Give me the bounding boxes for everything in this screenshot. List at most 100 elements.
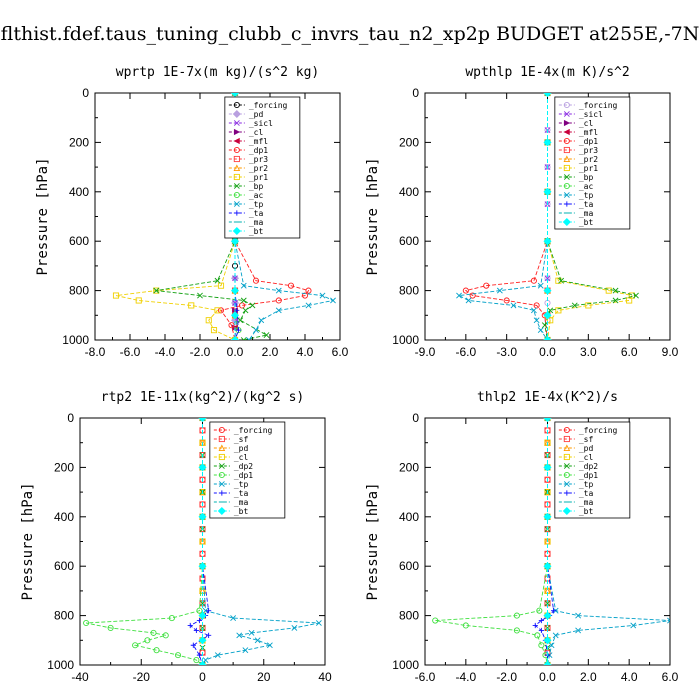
data-point [198,660,207,665]
legend-label: _bt [234,507,249,516]
data-point [456,292,462,299]
legend-label: _sf [579,435,594,444]
y-tick-label: 200 [54,460,74,474]
data-point [530,277,537,284]
y-axis-label: Pressure [hPa] [365,157,381,275]
panels: wprtp 1E-7x(m kg)/(s^2 kg) Pressure [hPa]… [20,65,679,684]
data-point [547,317,554,324]
y-tick-label: 0 [67,411,74,425]
x-tick-label: 0.0 [539,345,556,359]
data-point [266,642,273,649]
data-point [432,617,439,624]
legend-label: _ta [579,489,594,498]
data-point [547,307,554,314]
data-point [240,282,247,289]
x-tick-label: -6.0 [120,345,141,359]
data-point [205,317,212,324]
legend-label: _ta [234,489,249,498]
data-point [230,286,240,295]
y-tick-label: 400 [399,510,419,524]
x-tick-label: 4.0 [621,670,638,684]
data-point [237,317,244,324]
y-axis-label: Pressure [hPa] [20,482,36,600]
data-point [315,620,322,626]
data-point [330,297,336,304]
legend-box [224,96,301,239]
figure-title: flthist.fdef.taus_tuning_clubb_c_invrs_t… [1,23,700,45]
legend-label: _forcing [579,101,618,110]
chart-panel: rtp2 1E-11x(kg^2)/(kg^2 s) Pressure [hPa]… [20,390,332,684]
series-line [86,418,203,665]
y-tick-label: 400 [399,185,419,199]
x-tick-label: 6.0 [662,670,679,684]
legend-marker [233,120,240,126]
data-point [132,642,139,649]
legend-marker [218,471,225,479]
legend-label: _pd [234,444,249,453]
legend-label: _forcing [579,426,618,435]
legend-marker [563,137,570,145]
data-point [538,627,544,634]
y-tick-label: 400 [69,185,89,199]
data-point [544,164,551,171]
y-tick-label: 1000 [392,333,419,347]
data-point [537,327,544,334]
x-tick-label: -4.0 [155,345,176,359]
data-point [198,636,207,645]
legend-label: _pr1 [249,173,268,182]
data-point [543,237,552,246]
legend-label: _bt [249,227,264,236]
legend-label: _forcing [249,101,288,110]
data-point [537,282,544,289]
y-tick-label: 200 [69,135,89,149]
panel-title: wpthlp 1E-4x(m K)/s^2 [465,65,629,80]
data-point [232,300,238,306]
legend-marker [562,217,571,227]
series-group [83,418,322,665]
legend-marker [233,183,240,189]
legend-marker [217,506,226,516]
legend-marker [563,426,570,434]
legend-label: _cl [249,128,264,137]
panel-title: rtp2 1E-11x(kg^2)/(kg^2 s) [101,390,305,405]
legend-label: _pr3 [579,146,598,155]
legend-label: _ma [579,498,594,507]
x-tick-label: -3.0 [496,345,517,359]
y-tick-label: 600 [399,234,419,248]
legend-marker [564,201,570,207]
legend-marker [563,111,570,117]
legend-label: _ma [579,209,594,218]
data-point [538,617,544,624]
legend-marker [563,146,570,154]
data-point [305,287,312,294]
data-point [190,642,196,648]
chart-panel: thlp2 1E-4x(K^2)/s Pressure [hPa] -6.0 -4.0… [365,390,679,684]
legend-marker [218,444,226,452]
data-point [263,332,270,338]
data-point [483,282,490,289]
x-tick-label: 2.0 [262,345,279,359]
data-point [465,297,472,304]
plot-frame [94,92,341,341]
data-point [199,625,206,631]
y-tick-label: 0 [412,411,419,425]
data-point [558,277,565,284]
legend-label: _pr1 [579,164,598,173]
y-tick-label: 600 [54,559,74,573]
legend-label: _mfl [249,137,268,146]
x-tick-label: 0.0 [539,670,556,684]
legend-label: _pr2 [249,164,268,173]
x-tick-label: -40 [71,670,89,684]
legend-marker [233,201,240,207]
y-tick-label: 0 [412,86,419,100]
data-point [633,292,639,299]
legend-marker [563,164,570,172]
data-point [275,307,282,314]
x-tick-label: 20 [257,670,271,684]
data-point [301,292,309,299]
legend-label: _sf [234,435,249,444]
legend-box [554,96,631,230]
data-point [153,287,160,294]
data-point [230,311,240,320]
